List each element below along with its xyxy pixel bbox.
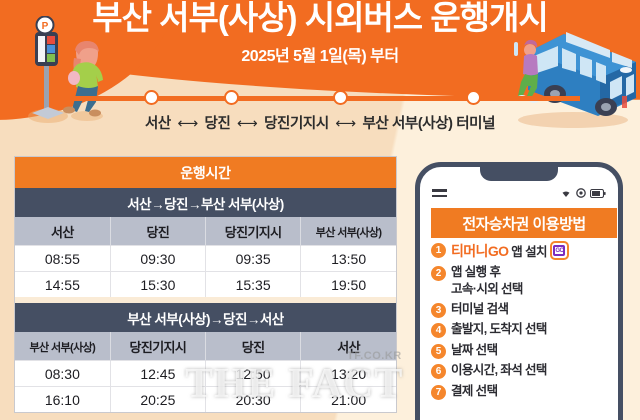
route-stop-4: 부산 서부(사상) 터미널 (362, 116, 496, 132)
cell-time: 12:45 (110, 360, 207, 387)
timetable-direction-inbound: 부산 서부(사상)→당진→서산 (15, 303, 396, 332)
teamoney-go-app-icon[interactable]: GO (549, 241, 569, 260)
step-1-rest: 앱 설치 (508, 245, 547, 259)
phone-banner-title: 전자승차권 이용방법 (431, 208, 617, 238)
list-item: 3 터미널 검색 (431, 301, 618, 318)
route-dot-2 (224, 90, 239, 105)
step-text-3: 터미널 검색 (451, 301, 509, 316)
list-item: 5 날짜 선택 (431, 342, 618, 359)
route-stop-3: 당진기지시 (264, 116, 329, 132)
step-number-5: 5 (431, 343, 446, 359)
bus-illustration (514, 32, 636, 128)
hamburger-menu-icon[interactable] (432, 189, 447, 197)
cell-time: 15:35 (205, 271, 302, 297)
step-number-4: 4 (431, 323, 446, 338)
bus-stop-sign-illustration: P (28, 16, 68, 123)
list-item: 1 티머니GO 앱 설치 GO (431, 241, 618, 261)
table-section-divider (15, 297, 396, 303)
table-header-row: 서산 당진 당진기지시 부산 서부(사상) (15, 217, 396, 246)
route-arrow-icon-1: ⟷ (177, 116, 198, 132)
phone-status-bar (420, 183, 618, 203)
teamoney-go-brand: 티머니GO (451, 243, 509, 259)
cell-time: 12:50 (205, 360, 302, 387)
table-header-row: 부산 서부(사상) 당진기지시 당진 서산 (15, 332, 396, 361)
timetable-table-inbound: 부산 서부(사상) 당진기지시 당진 서산 08:30 12:45 12:50 … (15, 332, 396, 412)
page-title: 부산 서부(사상) 시외버스 운행개시 (92, 0, 549, 36)
route-dot-3 (333, 90, 348, 105)
step-number-2: 2 (431, 266, 446, 281)
cell-time: 08:30 (15, 360, 111, 387)
table-row: 08:30 12:45 12:50 13:20 (15, 360, 396, 387)
svg-text:P: P (42, 21, 49, 32)
table-row: 08:55 09:30 09:35 13:50 (15, 245, 396, 272)
cell-time: 20:30 (205, 386, 302, 412)
route-stop-2: 당진 (204, 116, 231, 132)
col-header-seosan: 서산 (15, 217, 111, 246)
app-icon-label: GO (553, 245, 566, 256)
timetable: 운행시간 서산→당진→부산 서부(사상) 서산 당진 당진기지시 부산 서부(사… (14, 156, 397, 413)
route-stop-labels: 서산 ⟷ 당진 ⟷ 당진기지시 ⟷ 부산 서부(사상) 터미널 (0, 112, 640, 133)
phone-notch (480, 167, 558, 181)
list-item: 6 이용시간, 좌석 선택 (431, 362, 618, 379)
battery-icon (590, 188, 606, 198)
step-text-5: 날짜 선택 (451, 342, 498, 357)
table-row: 14:55 15:30 15:35 19:50 (15, 271, 396, 297)
cell-time: 14:55 (15, 271, 111, 297)
route-arrow-icon-3: ⟷ (335, 116, 356, 132)
list-item: 7 결제 선택 (431, 383, 618, 400)
phone-mockup: 전자승차권 이용방법 1 티머니GO 앱 설치 GO 2 앱 실행 후 고속·시외… (415, 162, 623, 420)
route-dot-4 (466, 90, 481, 105)
col-header-busan-seobu: 부산 서부(사상) (300, 217, 396, 246)
timetable-title: 운행시간 (15, 157, 396, 188)
step-text-2: 앱 실행 후 고속·시외 선택 (451, 264, 523, 297)
step-number-3: 3 (431, 302, 446, 318)
step-number-7: 7 (431, 384, 446, 400)
cell-time: 09:30 (110, 245, 207, 272)
table-row: 16:10 20:25 20:30 21:00 (15, 386, 396, 412)
step-2-line1: 앱 실행 후 (451, 265, 501, 279)
watermark-logo: THE FACT (185, 361, 404, 407)
cell-time: 19:50 (300, 271, 396, 297)
step-text-4: 출발지, 도착지 선택 (451, 322, 547, 336)
poster-header: 부산 서부(사상) 시외버스 운행개시 2025년 5월 1일(목) 부터 (0, 0, 640, 140)
cell-time: 13:20 (300, 360, 396, 387)
status-icons-group (560, 188, 606, 198)
step-text-1: 티머니GO 앱 설치 GO (451, 241, 569, 261)
step-number-1: 1 (431, 243, 446, 258)
timetable-table-outbound: 서산 당진 당진기지시 부산 서부(사상) 08:55 09:30 09:35 … (15, 217, 396, 297)
cell-time: 09:35 (205, 245, 302, 272)
route-stop-1: 서산 (144, 116, 171, 132)
col-header-seosan: 서산 (300, 332, 396, 361)
timetable-direction-outbound: 서산→당진→부산 서부(사상) (15, 188, 396, 217)
list-item: 2 앱 실행 후 고속·시외 선택 (431, 264, 618, 297)
step-text-7: 결제 선택 (451, 383, 498, 398)
list-item: 4 출발지, 도착지 선택 (431, 321, 618, 338)
signal-icon (576, 188, 586, 198)
cell-time: 16:10 (15, 386, 111, 412)
cell-time: 08:55 (15, 245, 111, 272)
col-header-dangjin: 당진 (205, 332, 302, 361)
step-text-6: 이용시간, 좌석 선택 (451, 363, 547, 377)
wifi-icon (562, 191, 570, 197)
col-header-dangjin-gijisi: 당진기지시 (110, 332, 207, 361)
start-date-subtitle: 2025년 5월 1일(목) 부터 (241, 48, 399, 65)
route-line (60, 96, 580, 101)
route-dot-1 (144, 90, 159, 105)
cell-time: 13:50 (300, 245, 396, 272)
eticket-steps-list: 1 티머니GO 앱 설치 GO 2 앱 실행 후 고속·시외 선택 3 터미널 검… (431, 241, 618, 403)
watermark-url: TF.CO.KR (347, 350, 402, 362)
cell-time: 21:00 (300, 386, 396, 412)
col-header-dangjin: 당진 (110, 217, 207, 246)
step-number-6: 6 (431, 364, 446, 379)
route-arrow-icon-2: ⟷ (237, 116, 258, 132)
col-header-dangjin-gijisi: 당진기지시 (205, 217, 302, 246)
cell-time: 15:30 (110, 271, 207, 297)
cell-time: 20:25 (110, 386, 207, 412)
col-header-busan-seobu: 부산 서부(사상) (15, 332, 111, 361)
step-2-line2: 고속·시외 선택 (451, 281, 523, 296)
